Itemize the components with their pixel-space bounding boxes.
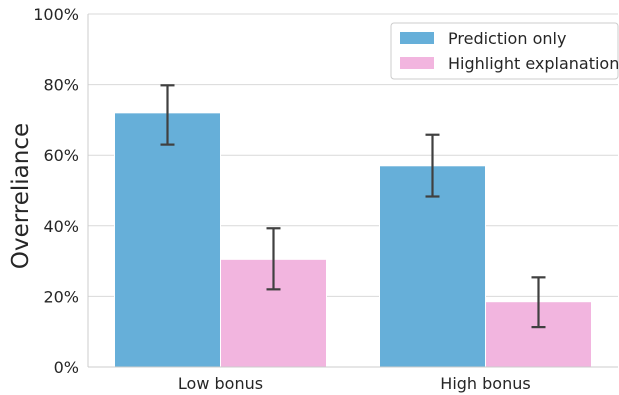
legend-label-prediction: Prediction only — [448, 29, 566, 48]
x-tick-label: Low bonus — [178, 374, 263, 393]
bar-prediction-only — [379, 165, 486, 368]
legend-label-highlight: Highlight explanation — [448, 54, 619, 73]
y-tick-label: 80% — [43, 76, 79, 95]
y-axis-label: Overreliance — [8, 123, 34, 269]
y-tick-label: 0% — [54, 358, 79, 377]
axes: 0% 20% 40% 60% 80% 100% Low bonus High bonus — [33, 5, 618, 393]
x-tick-label: High bonus — [440, 374, 530, 393]
y-tick-label: 20% — [43, 287, 79, 306]
y-tick-label: 60% — [43, 146, 79, 165]
bar-prediction-only — [114, 112, 221, 368]
bars — [114, 112, 592, 368]
legend-swatch-highlight — [400, 57, 434, 69]
legend-box — [390, 22, 619, 80]
legend: Prediction only Highlight explanation — [390, 22, 619, 80]
y-tick-label: 100% — [33, 5, 79, 24]
error-bars — [160, 84, 546, 329]
legend-swatch-prediction — [400, 32, 434, 44]
y-tick-label: 40% — [43, 217, 79, 236]
